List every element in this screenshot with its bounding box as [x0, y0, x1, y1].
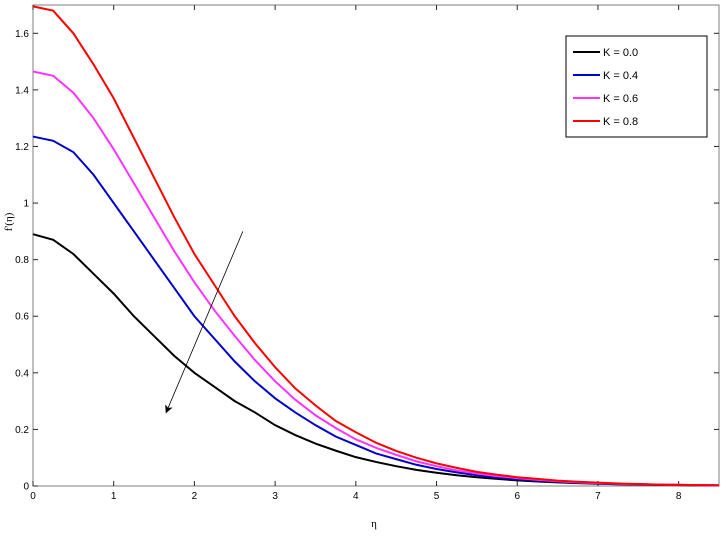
y-axis-label: f'(η): [3, 212, 15, 231]
x-tick-label: 6: [514, 491, 520, 502]
y-tick-label: 1: [23, 199, 29, 210]
y-tick-label: 0.6: [15, 312, 29, 323]
y-tick-label: 1.2: [15, 142, 29, 153]
x-tick-label: 7: [595, 491, 601, 502]
legend-entry-label: K = 0.8: [603, 116, 638, 128]
x-tick-label: 8: [676, 491, 682, 502]
x-axis: 0 1 2 3 4 5 6 7 8: [30, 5, 682, 502]
legend-entry-label: K = 0.6: [603, 93, 638, 105]
y-tick-label: 1.4: [15, 85, 29, 96]
x-tick-label: 1: [111, 491, 117, 502]
x-tick-label: 5: [434, 491, 440, 502]
x-tick-label: 0: [30, 491, 36, 502]
y-axis: 0 0.2 0.4 0.6 0.8 1 1.2 1.4 1.6: [15, 29, 719, 493]
series-line-3: [32, 5, 720, 487]
y-tick-label: 0: [23, 482, 29, 493]
series-lines: [32, 5, 720, 487]
trend-arrow: [165, 231, 244, 414]
legend-entry-label: K = 0.4: [603, 70, 638, 82]
x-axis-label: η: [371, 518, 377, 530]
arrow-annotation: [165, 231, 244, 414]
x-tick-label: 4: [353, 491, 359, 502]
x-tick-label: 2: [192, 491, 198, 502]
legend: K = 0.0 K = 0.4 K = 0.6 K = 0.8: [565, 35, 708, 138]
y-tick-label: 0.8: [15, 255, 29, 266]
legend-entry-label: K = 0.0: [603, 47, 638, 59]
y-tick-label: 1.6: [15, 29, 29, 40]
y-tick-label: 0.4: [15, 368, 29, 379]
x-tick-label: 3: [272, 491, 278, 502]
y-tick-label: 0.2: [15, 425, 29, 436]
